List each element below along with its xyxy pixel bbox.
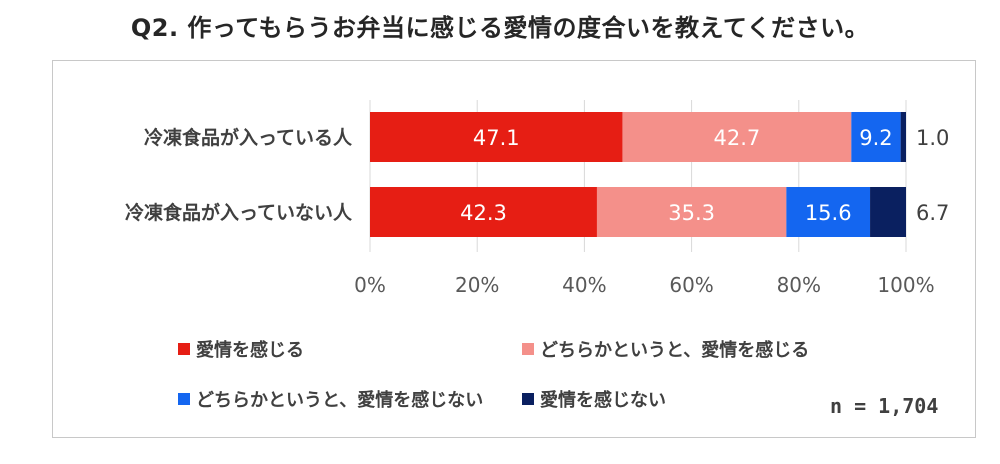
legend-item: 愛情を感じない bbox=[522, 386, 666, 412]
chart-title: Q2. 作ってもらうお弁当に感じる愛情の度合いを教えてください。 bbox=[130, 14, 870, 42]
bar-segment bbox=[370, 187, 597, 237]
data-label: 1.0 bbox=[916, 126, 949, 150]
legend-swatch bbox=[178, 393, 190, 405]
legend-label: 愛情を感じない bbox=[540, 390, 666, 411]
data-label: 9.2 bbox=[859, 126, 892, 150]
legend-label: どちらかというと、愛情を感じない bbox=[196, 390, 484, 411]
x-tick-label: 100% bbox=[877, 273, 934, 297]
legend-label: 愛情を感じる bbox=[196, 340, 304, 361]
bar-segment bbox=[370, 112, 623, 162]
bar-segment bbox=[622, 112, 852, 162]
sample-size-note: n = 1,704 bbox=[830, 394, 939, 418]
x-tick-label: 20% bbox=[455, 273, 499, 297]
data-label: 35.3 bbox=[668, 201, 715, 225]
x-tick-label: 60% bbox=[669, 273, 713, 297]
legend-label: どちらかというと、愛情を感じる bbox=[540, 340, 810, 361]
legend-item: どちらかというと、愛情を感じない bbox=[178, 386, 483, 412]
data-label: 15.6 bbox=[805, 201, 852, 225]
legend-item: どちらかというと、愛情を感じる bbox=[522, 336, 809, 362]
legend-swatch bbox=[522, 343, 534, 355]
data-label: 47.1 bbox=[473, 126, 520, 150]
data-label: 6.7 bbox=[916, 201, 949, 225]
data-label: 42.7 bbox=[714, 126, 761, 150]
legend-swatch bbox=[178, 343, 190, 355]
x-tick-label: 80% bbox=[777, 273, 821, 297]
category-label: 冷凍食品が入っている人 bbox=[144, 126, 353, 149]
legend-swatch bbox=[522, 393, 534, 405]
category-label: 冷凍食品が入っていない人 bbox=[125, 201, 353, 224]
bar-segment bbox=[786, 187, 871, 237]
bar-segment bbox=[870, 187, 906, 237]
bar-segment bbox=[596, 187, 787, 237]
bar-segment bbox=[851, 112, 901, 162]
legend-item: 愛情を感じる bbox=[178, 336, 304, 362]
chart-frame bbox=[52, 60, 976, 438]
x-tick-label: 0% bbox=[354, 273, 386, 297]
x-tick-label: 40% bbox=[562, 273, 606, 297]
bar-segment bbox=[900, 112, 906, 162]
data-label: 42.3 bbox=[460, 201, 507, 225]
